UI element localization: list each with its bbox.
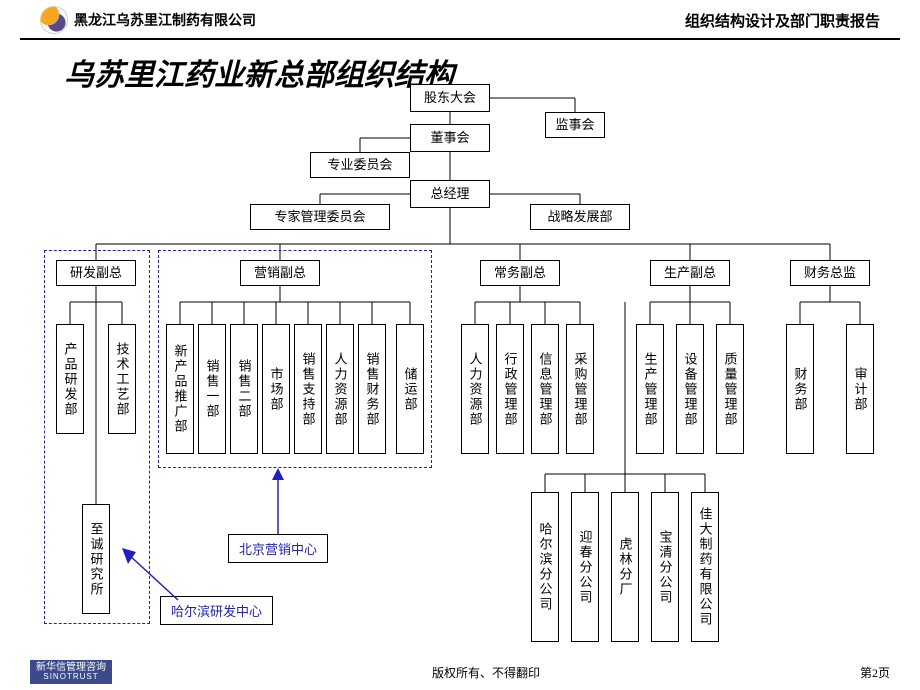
company-name: 黑龙江乌苏里江制药有限公司	[74, 10, 256, 30]
node-committee: 专业委员会	[310, 152, 410, 178]
sub-0: 哈尔滨分公司	[531, 492, 559, 642]
vp-rd: 研发副总	[56, 260, 136, 286]
node-strategy: 战略发展部	[530, 204, 630, 230]
callout-beijing: 北京营销中心	[228, 534, 328, 563]
dept-rd-extra: 至诚研究所	[82, 504, 110, 614]
dept-prod-0: 生产管理部	[636, 324, 664, 454]
org-chart: 股东大会 监事会 董事会 专业委员会 总经理 专家管理委员会 战略发展部 研发副…	[0, 84, 920, 660]
report-title: 组织结构设计及部门职责报告	[685, 10, 880, 31]
copyright-text: 版权所有、不得翻印	[432, 664, 540, 681]
dept-prod-1: 设备管理部	[676, 324, 704, 454]
page-footer: 新华信管理咨询 SINOTRUST 版权所有、不得翻印 第2页	[0, 656, 920, 690]
dept-ops-2: 信息管理部	[531, 324, 559, 454]
dept-mkt-0: 新产品推广部	[166, 324, 194, 454]
dept-prod-2: 质量管理部	[716, 324, 744, 454]
node-shareholders: 股东大会	[410, 84, 490, 112]
dept-fin-0: 财务部	[786, 324, 814, 454]
dept-mkt-3: 市场部	[262, 324, 290, 454]
vp-fin: 财务总监	[790, 260, 870, 286]
dept-mkt-1: 销售一部	[198, 324, 226, 454]
dept-mkt-2: 销售二部	[230, 324, 258, 454]
dept-mkt-5: 人力资源部	[326, 324, 354, 454]
dept-mkt-4: 销售支持部	[294, 324, 322, 454]
sinotrust-logo: 新华信管理咨询 SINOTRUST	[30, 660, 112, 684]
page-number: 第2页	[860, 664, 890, 681]
vp-ops: 常务副总	[480, 260, 560, 286]
dept-rd-0: 产品研发部	[56, 324, 84, 434]
arrow-beijing	[268, 468, 288, 534]
dept-fin-1: 审计部	[846, 324, 874, 454]
node-gm: 总经理	[410, 180, 490, 208]
sinotrust-en: SINOTRUST	[36, 673, 106, 682]
dept-rd-1: 技术工艺部	[108, 324, 136, 434]
sub-4: 佳大制药有限公司	[691, 492, 719, 642]
dept-ops-3: 采购管理部	[566, 324, 594, 454]
page-header: 黑龙江乌苏里江制药有限公司 组织结构设计及部门职责报告	[20, 0, 900, 40]
vp-prod: 生产副总	[650, 260, 730, 286]
company-logo-icon	[40, 6, 68, 34]
arrow-harbin	[118, 544, 188, 604]
sub-2: 虎林分厂	[611, 492, 639, 642]
node-board: 董事会	[410, 124, 490, 152]
vp-mkt: 营销副总	[240, 260, 320, 286]
sub-3: 宝清分公司	[651, 492, 679, 642]
logo-area: 黑龙江乌苏里江制药有限公司	[40, 6, 256, 34]
node-supervisory: 监事会	[545, 112, 605, 138]
dept-mkt-7: 储运部	[396, 324, 424, 454]
node-expert: 专家管理委员会	[250, 204, 390, 230]
dept-ops-1: 行政管理部	[496, 324, 524, 454]
dept-mkt-6: 销售财务部	[358, 324, 386, 454]
dept-ops-0: 人力资源部	[461, 324, 489, 454]
sub-1: 迎春分公司	[571, 492, 599, 642]
